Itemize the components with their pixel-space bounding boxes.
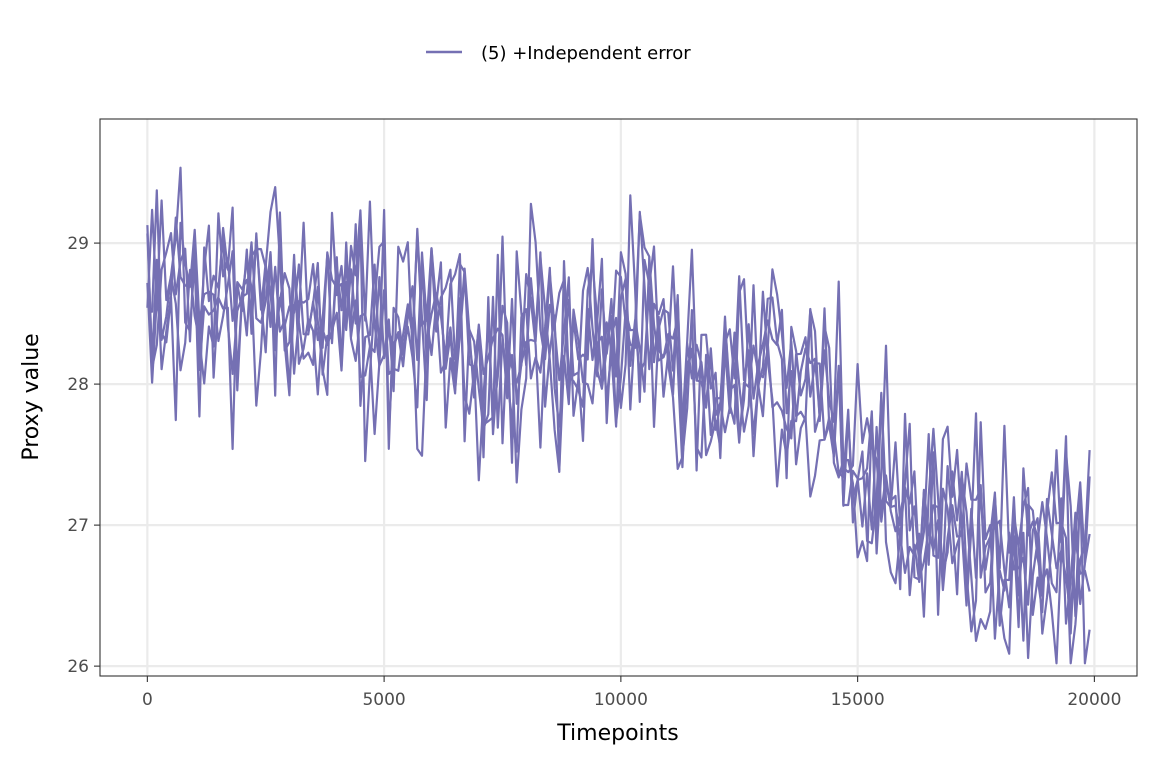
legend-label: (5) +Independent error xyxy=(481,43,691,64)
x-tick-label: 5000 xyxy=(362,690,405,710)
y-tick-label: 27 xyxy=(67,516,89,536)
y-axis-title: Proxy value xyxy=(19,333,44,460)
x-tick-label: 10000 xyxy=(594,690,648,710)
series-line xyxy=(146,206,1091,660)
plot-panel-border xyxy=(99,118,1138,677)
series-line xyxy=(146,166,1091,635)
x-axis: 0 5000 10000 15000 20000 xyxy=(142,676,1121,710)
series-lines xyxy=(146,166,1091,665)
y-tick-label: 28 xyxy=(67,375,89,395)
x-axis-title: Timepoints xyxy=(556,721,678,746)
x-tick-label: 20000 xyxy=(1067,690,1121,710)
y-axis: 26 27 28 29 xyxy=(67,234,100,677)
x-tick-label: 15000 xyxy=(831,690,885,710)
series-line xyxy=(146,186,1091,665)
y-tick-label: 29 xyxy=(67,234,89,254)
legend: (5) +Independent error xyxy=(426,43,691,64)
x-tick-label: 0 xyxy=(142,690,153,710)
y-tick-label: 26 xyxy=(67,657,89,677)
